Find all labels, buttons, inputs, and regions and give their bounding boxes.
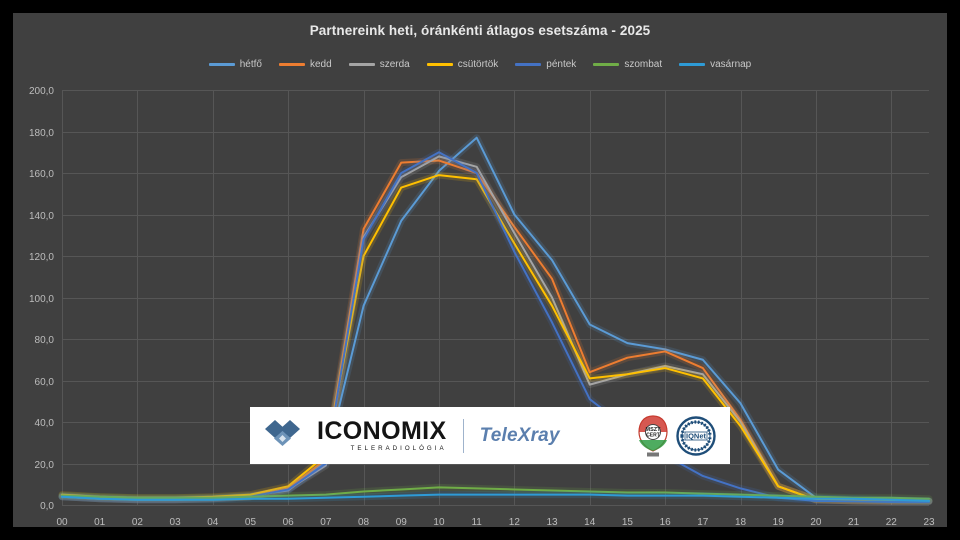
x-axis-tick-label: 11 <box>471 517 482 527</box>
x-axis-tick-label: 03 <box>170 517 182 527</box>
legend-swatch-icon <box>426 63 453 66</box>
x-axis-tick-label: 22 <box>886 517 898 527</box>
legend-swatch-icon <box>348 63 375 66</box>
x-axis-tick-label: 06 <box>283 517 295 527</box>
chart-title: Partnereink heti, óránkénti átlagos eset… <box>309 23 651 38</box>
x-axis-tick-label: 19 <box>773 517 785 527</box>
x-axis-tick-label: 09 <box>396 517 408 527</box>
y-axis-tick-label: 120,0 <box>29 252 54 263</box>
brand-text-block: ICONOMIX TELERADIOLÓGIA <box>317 416 447 452</box>
y-axis-tick-label: 40,0 <box>35 418 55 429</box>
product-name: TeleXray <box>479 424 560 446</box>
x-axis-tick-label: 10 <box>433 517 445 527</box>
legend-label: szerda <box>379 59 410 70</box>
chart-panel: Partnereink heti, óránkénti átlagos eset… <box>13 13 947 527</box>
iqnet-badge-icon: IQNet <box>676 415 716 456</box>
series-line-vasárnap[interactable] <box>61 493 930 502</box>
x-axis-tick-label: 13 <box>546 517 558 527</box>
legend-swatch-icon <box>208 63 235 66</box>
legend-item-kedd[interactable]: kedd <box>279 59 332 70</box>
x-axis-tick-label: 00 <box>56 517 68 527</box>
legend-label: hétfő <box>239 59 262 70</box>
x-axis-ticks: 00 01 02 03 04 05 06 07 08 09 10 11 12 13 14 15 16 17 18 19… <box>56 517 935 527</box>
legend-label: péntek <box>546 59 577 70</box>
y-axis-tick-label: 20,0 <box>35 460 55 471</box>
plot-area: 0,0 20,0 40,0 60,0 80,0 100,0 120,0 140,0 160,0 1… <box>13 13 947 527</box>
x-axis-tick-label: 15 <box>622 517 634 527</box>
x-axis-tick-label: 17 <box>697 517 709 527</box>
gridlines <box>62 90 929 506</box>
x-axis-tick-label: 07 <box>320 517 332 527</box>
x-axis-tick-label: 23 <box>923 517 935 527</box>
x-axis-tick-label: 20 <box>810 517 822 527</box>
brand-subtitle: TELERADIOLÓGIA <box>350 444 447 452</box>
svg-text:CERT: CERT <box>646 432 660 438</box>
legend-item-szombat[interactable]: szombat <box>593 59 662 70</box>
x-axis-tick-label: 04 <box>207 517 219 527</box>
legend-swatch-icon <box>593 63 620 66</box>
line-chart-svg: 0,0 20,0 40,0 60,0 80,0 100,0 120,0 140,0 160,0 1… <box>29 86 935 527</box>
legend-item-csütörtök[interactable]: csütörtök <box>426 59 499 70</box>
x-axis-tick-label: 05 <box>245 517 257 527</box>
legend-label: kedd <box>310 59 332 70</box>
x-axis-tick-label: 02 <box>132 517 144 527</box>
y-axis-tick-label: 140,0 <box>29 211 54 222</box>
x-axis-tick-label: 21 <box>848 517 860 527</box>
logo-divider <box>462 418 464 453</box>
legend-item-péntek[interactable]: péntek <box>515 59 576 70</box>
mszt-cert-badge-icon: MSZT CERT <box>638 414 668 456</box>
svg-text:MSZT: MSZT <box>646 427 662 433</box>
y-axis-tick-label: 200,0 <box>29 86 54 97</box>
legend-item-hétfő[interactable]: hétfő <box>208 59 262 70</box>
y-axis-tick-label: 180,0 <box>29 128 54 139</box>
y-axis-tick-label: 160,0 <box>29 169 54 180</box>
legend-item-vasárnap[interactable]: vasárnap <box>679 59 751 70</box>
legend-swatch-icon <box>279 63 305 66</box>
certification-badges: MSZT CERT IQNet <box>636 414 716 458</box>
x-axis-tick-label: 18 <box>735 517 747 527</box>
x-axis-tick-label: 14 <box>584 517 596 527</box>
series-line-szombat[interactable] <box>61 486 930 500</box>
y-axis-tick-label: 80,0 <box>35 335 55 346</box>
x-axis-tick-label: 01 <box>94 517 106 527</box>
legend-swatch-icon <box>679 63 706 66</box>
y-axis-tick-label: 0,0 <box>40 501 54 512</box>
legend-label: vasárnap <box>710 59 752 70</box>
x-axis-tick-label: 16 <box>660 517 672 527</box>
y-axis-tick-label: 100,0 <box>29 294 54 305</box>
svg-text:IQNet: IQNet <box>686 431 707 440</box>
chart-legend: hétfő kedd szerda csütörtök péntek szombat vas… <box>13 59 947 70</box>
brand-wordmark: ICONOMIX <box>317 416 447 445</box>
x-axis-tick-label: 12 <box>509 517 521 527</box>
legend-swatch-icon <box>515 63 542 66</box>
legend-label: csütörtök <box>457 59 499 70</box>
x-axis-tick-label: 08 <box>358 517 370 527</box>
legend-item-szerda[interactable]: szerda <box>348 59 410 70</box>
data-series <box>58 134 933 506</box>
legend-label: szombat <box>624 59 663 70</box>
watermark-logo-bar: ICONOMIX TELERADIOLÓGIA TeleXray MSZT CE… <box>250 407 730 464</box>
y-axis-tick-label: 60,0 <box>35 377 55 388</box>
y-axis-ticks: 0,0 20,0 40,0 60,0 80,0 100,0 120,0 140,0 160,0 1… <box>29 86 54 512</box>
iconomix-diamond-logo-icon <box>265 419 300 446</box>
